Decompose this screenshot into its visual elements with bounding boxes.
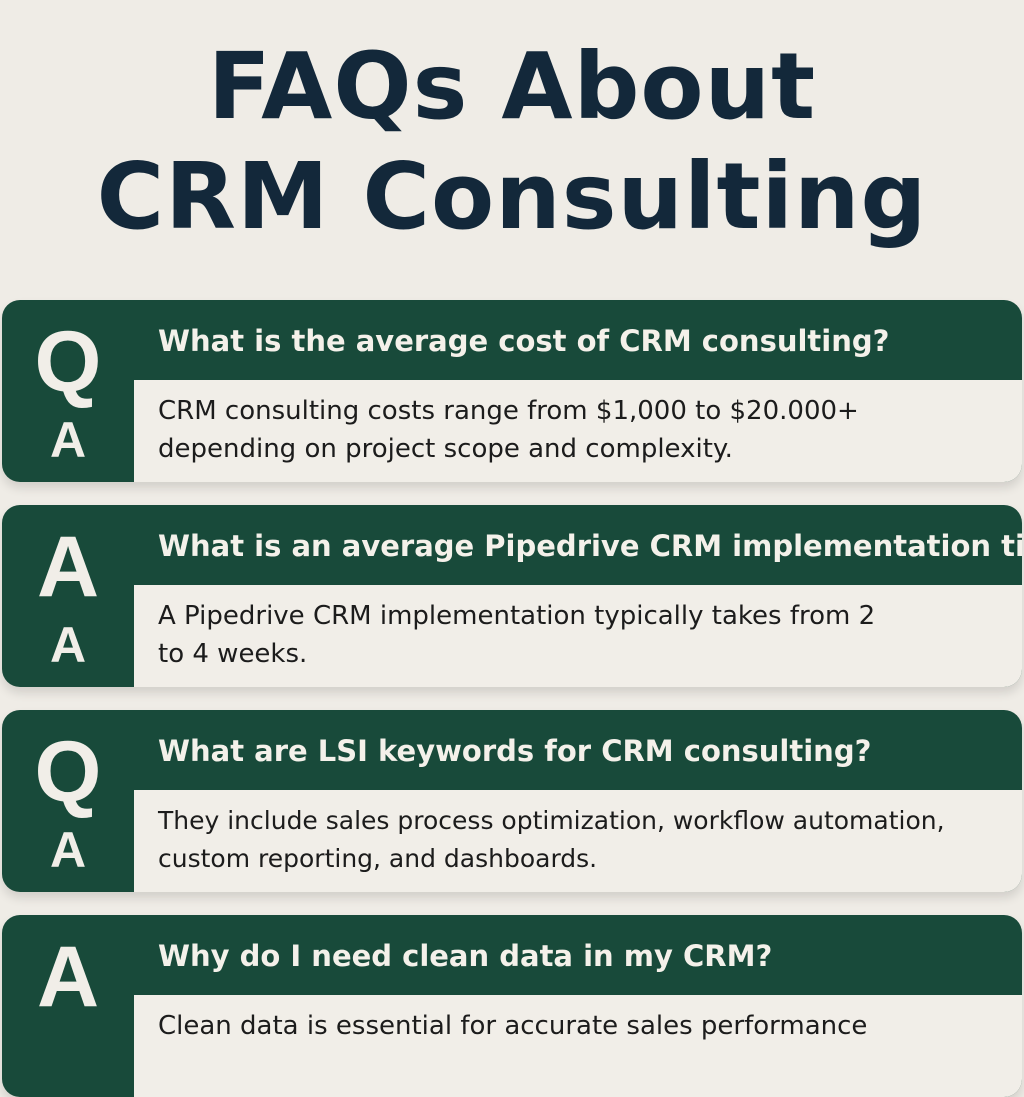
badge-letter-top: A <box>36 519 100 615</box>
badge-letter-bottom: A <box>49 617 87 673</box>
faq-card: A A What is an average Pipedrive CRM imp… <box>2 505 1022 687</box>
faq-answer-panel: Clean data is essential for accurate sal… <box>134 995 1022 1097</box>
qa-badge: Q A <box>2 710 134 892</box>
faq-answer: Clean data is essential for accurate sal… <box>158 1011 868 1041</box>
faq-card: Q A What is the average cost of CRM cons… <box>2 300 1022 482</box>
badge-letter-top: A <box>36 929 100 1025</box>
badge-letter-bottom: A <box>49 822 87 878</box>
faq-answer: A Pipedrive CRM implementation typically… <box>158 601 876 669</box>
title-line-1: FAQs About <box>207 33 817 140</box>
page-title: FAQs About CRM Consulting <box>0 32 1024 252</box>
badge-letter-top: Q <box>34 724 102 820</box>
faq-answer: They include sales process optimization,… <box>158 806 945 873</box>
qa-badge: Q A <box>2 300 134 482</box>
faq-answer-panel: CRM consulting costs range from $1,000 t… <box>134 380 1022 482</box>
faq-card: Q A What are LSI keywords for CRM consul… <box>2 710 1022 892</box>
faq-answer-panel: A Pipedrive CRM implementation typically… <box>134 585 1022 687</box>
qa-badge: A A <box>2 505 134 687</box>
badge-letter-top: Q <box>34 314 102 410</box>
faq-answer: CRM consulting costs range from $1,000 t… <box>158 396 859 464</box>
faq-question: What is an average Pipedrive CRM impleme… <box>158 529 1022 563</box>
faq-card: A Why do I need clean data in my CRM? Cl… <box>2 915 1022 1097</box>
faq-question: Why do I need clean data in my CRM? <box>158 939 773 973</box>
title-line-2: CRM Consulting <box>96 143 928 250</box>
faq-answer-panel: They include sales process optimization,… <box>134 790 1022 892</box>
qa-badge: A <box>2 915 134 1097</box>
faq-question: What are LSI keywords for CRM consulting… <box>158 734 872 768</box>
badge-letter-bottom: A <box>49 412 87 468</box>
faq-question: What is the average cost of CRM consulti… <box>158 324 890 358</box>
